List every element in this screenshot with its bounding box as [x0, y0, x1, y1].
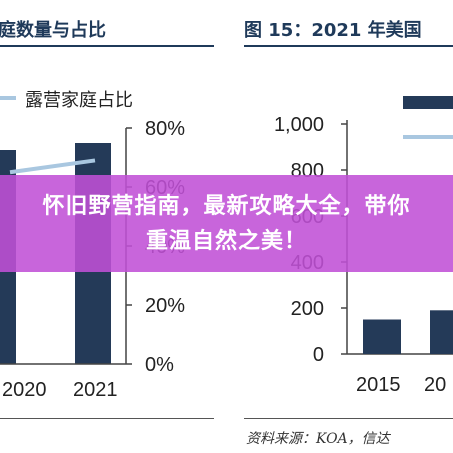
series-line-camping-share	[9, 158, 96, 175]
right-axis-tick-label: 20%	[145, 295, 185, 317]
bar-20	[430, 310, 453, 354]
right-chart-title: 图 15：2021 年美国	[244, 20, 422, 41]
right-axis-tick-label: 0%	[145, 354, 174, 376]
legend-bar-swatch	[403, 96, 453, 109]
x-tick-label-2021: 2021	[73, 379, 118, 401]
headline-banner: 怀旧野营指南，最新攻略大全，带你重温自然之美！	[0, 175, 453, 272]
left-chart-title: 庭数量与占比	[0, 20, 106, 41]
right-title-rule	[244, 45, 453, 47]
right-source-rule	[244, 418, 453, 419]
bar-2015	[363, 319, 401, 354]
y-axis-tick-label: 1,000	[274, 114, 324, 136]
x-tick-label-2015: 2015	[356, 374, 401, 396]
left-title-rule	[0, 45, 214, 47]
y-axis-tick-label: 0	[313, 344, 324, 366]
legend-label-camping-share: 露营家庭占比	[25, 90, 133, 111]
headline-text: 怀旧野营指南，最新攻略大全，带你重温自然之美！	[42, 193, 411, 254]
y-axis-tick-label: 200	[291, 298, 324, 320]
x-tick-label-20: 20	[424, 374, 446, 396]
x-tick-label-2020: 2020	[2, 379, 47, 401]
right-axis-tick-label: 80%	[145, 118, 185, 140]
left-source-rule	[0, 418, 214, 419]
right-source-note: 资料来源：KOA，信达	[246, 431, 390, 447]
